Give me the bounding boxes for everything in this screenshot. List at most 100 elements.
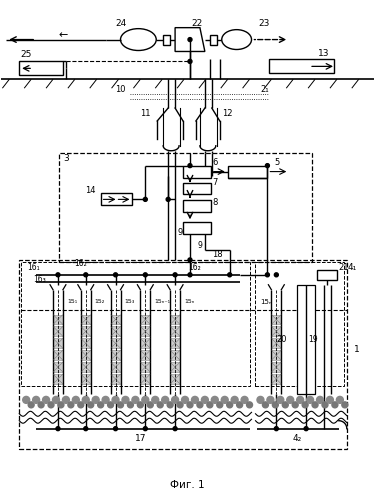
Circle shape: [188, 258, 192, 262]
Circle shape: [152, 396, 159, 404]
Bar: [317, 270, 337, 280]
Circle shape: [188, 273, 192, 277]
Circle shape: [58, 402, 64, 408]
Text: 2₁: 2₁: [260, 84, 269, 94]
Bar: [272, 326, 281, 336]
Circle shape: [143, 426, 147, 430]
Circle shape: [237, 402, 243, 408]
Bar: [19, 62, 63, 76]
Text: 15₁: 15₁: [67, 299, 77, 304]
Bar: [100, 194, 132, 205]
Text: 6: 6: [212, 158, 217, 167]
Text: 16₂: 16₂: [74, 260, 87, 268]
Circle shape: [48, 402, 54, 408]
Circle shape: [272, 402, 278, 408]
Bar: [269, 60, 334, 74]
Bar: [53, 326, 63, 336]
Bar: [140, 338, 150, 348]
Bar: [272, 350, 281, 360]
Circle shape: [92, 396, 99, 404]
Ellipse shape: [120, 28, 156, 50]
Circle shape: [56, 426, 60, 430]
Text: 14: 14: [85, 186, 96, 195]
Bar: [111, 374, 120, 384]
Circle shape: [188, 38, 192, 42]
Text: 24: 24: [115, 19, 126, 28]
Bar: [53, 374, 63, 384]
Circle shape: [274, 273, 278, 277]
Circle shape: [38, 402, 44, 408]
Bar: [297, 284, 315, 394]
Text: 3: 3: [63, 154, 69, 163]
Bar: [81, 374, 91, 384]
Circle shape: [274, 426, 278, 430]
Bar: [59, 152, 312, 262]
Circle shape: [112, 396, 119, 404]
Text: 19: 19: [308, 335, 318, 344]
Bar: [170, 326, 180, 336]
Circle shape: [114, 273, 117, 277]
Bar: [111, 362, 120, 372]
Circle shape: [332, 402, 338, 408]
Circle shape: [143, 273, 147, 277]
Circle shape: [316, 396, 324, 404]
Circle shape: [28, 402, 34, 408]
Bar: [183, 222, 211, 234]
Bar: [272, 362, 281, 372]
Text: Фиг. 1: Фиг. 1: [170, 480, 204, 490]
Circle shape: [277, 396, 284, 404]
Text: 4₁: 4₁: [347, 264, 356, 272]
Circle shape: [172, 396, 178, 404]
Circle shape: [227, 402, 232, 408]
Bar: [81, 362, 91, 372]
Bar: [140, 350, 150, 360]
Text: 16₁: 16₁: [27, 264, 39, 272]
Circle shape: [114, 426, 117, 430]
Circle shape: [84, 426, 88, 430]
Text: 15ₙ₋₁: 15ₙ₋₁: [154, 299, 170, 304]
Circle shape: [173, 426, 177, 430]
Bar: [53, 362, 63, 372]
Bar: [210, 34, 217, 44]
Bar: [272, 374, 281, 384]
Circle shape: [188, 164, 192, 168]
Circle shape: [188, 60, 192, 64]
Circle shape: [157, 402, 163, 408]
Polygon shape: [175, 28, 205, 52]
Bar: [183, 182, 211, 194]
Circle shape: [137, 402, 143, 408]
Circle shape: [132, 396, 139, 404]
Bar: [170, 314, 180, 324]
Circle shape: [162, 396, 169, 404]
Text: 16₂: 16₂: [189, 264, 201, 272]
Bar: [140, 374, 150, 384]
Circle shape: [147, 402, 153, 408]
Circle shape: [221, 396, 228, 404]
Text: 7: 7: [212, 178, 217, 187]
Text: 8: 8: [212, 198, 217, 207]
Bar: [140, 362, 150, 372]
Text: 10: 10: [115, 84, 126, 94]
Bar: [111, 350, 120, 360]
Text: 23: 23: [259, 19, 270, 28]
Circle shape: [102, 396, 109, 404]
Circle shape: [88, 402, 94, 408]
Text: 16₃: 16₃: [33, 276, 45, 284]
Bar: [53, 338, 63, 348]
Text: 15ₙ: 15ₙ: [184, 299, 194, 304]
Circle shape: [231, 396, 238, 404]
Circle shape: [68, 402, 74, 408]
Circle shape: [304, 426, 308, 430]
Circle shape: [322, 402, 328, 408]
Circle shape: [217, 402, 223, 408]
Circle shape: [336, 396, 344, 404]
Circle shape: [228, 273, 232, 277]
Bar: [170, 338, 180, 348]
Text: ←: ←: [58, 30, 68, 40]
Circle shape: [307, 396, 314, 404]
Circle shape: [23, 396, 30, 404]
Circle shape: [166, 198, 170, 202]
Bar: [183, 166, 211, 177]
Bar: [163, 34, 170, 44]
Bar: [140, 326, 150, 336]
